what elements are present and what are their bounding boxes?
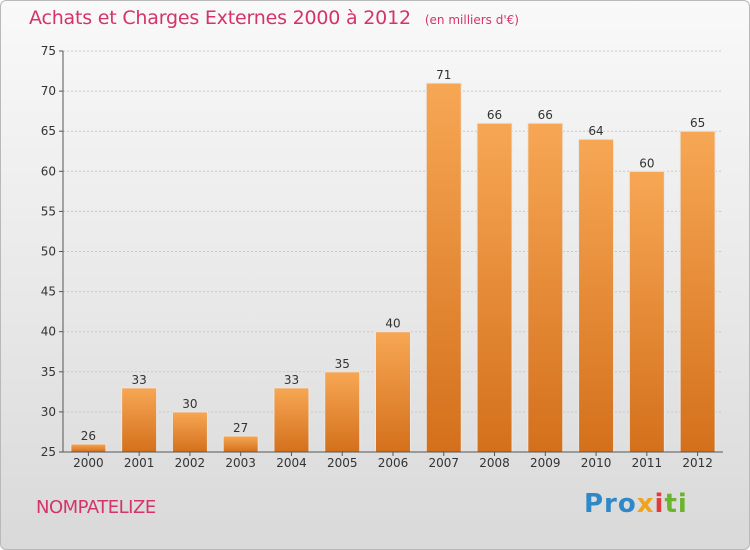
location-name: NOMPATELIZE xyxy=(36,497,156,518)
value-label-2007: 71 xyxy=(436,68,451,82)
proxiti-logo: Proxiti xyxy=(584,489,688,519)
value-label-2012: 65 xyxy=(690,116,705,130)
x-tick-label-2012: 2012 xyxy=(682,456,713,470)
y-tick-label-55: 55 xyxy=(41,204,56,218)
bar-2000 xyxy=(70,443,107,453)
y-tick-label-25: 25 xyxy=(41,445,56,459)
logo-part-2: x xyxy=(636,489,655,519)
y-tick-label-50: 50 xyxy=(41,245,56,259)
x-tick-label-2008: 2008 xyxy=(479,456,510,470)
x-tick-label-2010: 2010 xyxy=(581,456,612,470)
x-tick-label-2007: 2007 xyxy=(428,456,459,470)
value-label-2009: 66 xyxy=(538,108,553,122)
bar-2004 xyxy=(273,387,310,453)
x-tick-label-2002: 2002 xyxy=(175,456,206,470)
value-label-2006: 40 xyxy=(385,317,400,331)
logo-part-3: i xyxy=(654,489,665,519)
bar-2001 xyxy=(121,387,158,453)
x-tick-label-2003: 2003 xyxy=(225,456,256,470)
value-label-2002: 30 xyxy=(182,397,197,411)
bar-2010 xyxy=(578,138,615,453)
chart-subtitle: (en milliers d'€) xyxy=(424,13,519,27)
x-tick-label-2006: 2006 xyxy=(378,456,409,470)
value-label-2010: 64 xyxy=(588,124,603,138)
y-tick-label-40: 40 xyxy=(41,325,56,339)
bar-2005 xyxy=(324,371,361,453)
bar-2006 xyxy=(375,331,411,453)
chart-title-main: Achats et Charges Externes 2000 à 2012 xyxy=(29,7,411,29)
axes: 25 30 35 40 45 50 55 60 65 70 75 2000 2001 2002 2003 20… xyxy=(41,44,723,470)
y-tick-label-70: 70 xyxy=(41,84,56,98)
x-tick-label-2001: 2001 xyxy=(124,456,155,470)
bar-2007 xyxy=(425,82,462,453)
bars: 26 33 30 27 33 35 40 71 66 66 64 60 65 xyxy=(70,68,716,453)
bar-2008 xyxy=(476,122,513,453)
x-tick-label-2011: 2011 xyxy=(632,456,663,470)
value-label-2001: 33 xyxy=(132,373,147,387)
y-tick-label-30: 30 xyxy=(41,405,56,419)
value-label-2004: 33 xyxy=(284,373,299,387)
logo-part-4: ti xyxy=(664,489,688,519)
value-label-2008: 66 xyxy=(487,108,502,122)
value-label-2005: 35 xyxy=(335,357,350,371)
bar-2009 xyxy=(527,122,564,453)
value-label-2000: 26 xyxy=(81,429,96,443)
x-tick-label-2005: 2005 xyxy=(327,456,358,470)
value-label-2011: 60 xyxy=(639,156,654,170)
x-tick-label-2004: 2004 xyxy=(276,456,307,470)
bar-2003 xyxy=(222,435,259,453)
y-tick-label-60: 60 xyxy=(41,164,56,178)
y-tick-label-75: 75 xyxy=(41,44,56,58)
value-label-2003: 27 xyxy=(233,421,248,435)
y-tick-label-45: 45 xyxy=(41,285,56,299)
bar-2012 xyxy=(679,130,716,453)
bar-2002 xyxy=(171,411,208,453)
bar-2011 xyxy=(628,170,665,453)
logo-part-1: Pro xyxy=(584,489,637,519)
y-tick-label-65: 65 xyxy=(41,124,56,138)
x-tick-label-2009: 2009 xyxy=(530,456,561,470)
y-tick-label-35: 35 xyxy=(41,365,56,379)
x-tick-label-2000: 2000 xyxy=(73,456,104,470)
chart-title: Achats et Charges Externes 2000 à 2012 (e… xyxy=(29,7,519,29)
